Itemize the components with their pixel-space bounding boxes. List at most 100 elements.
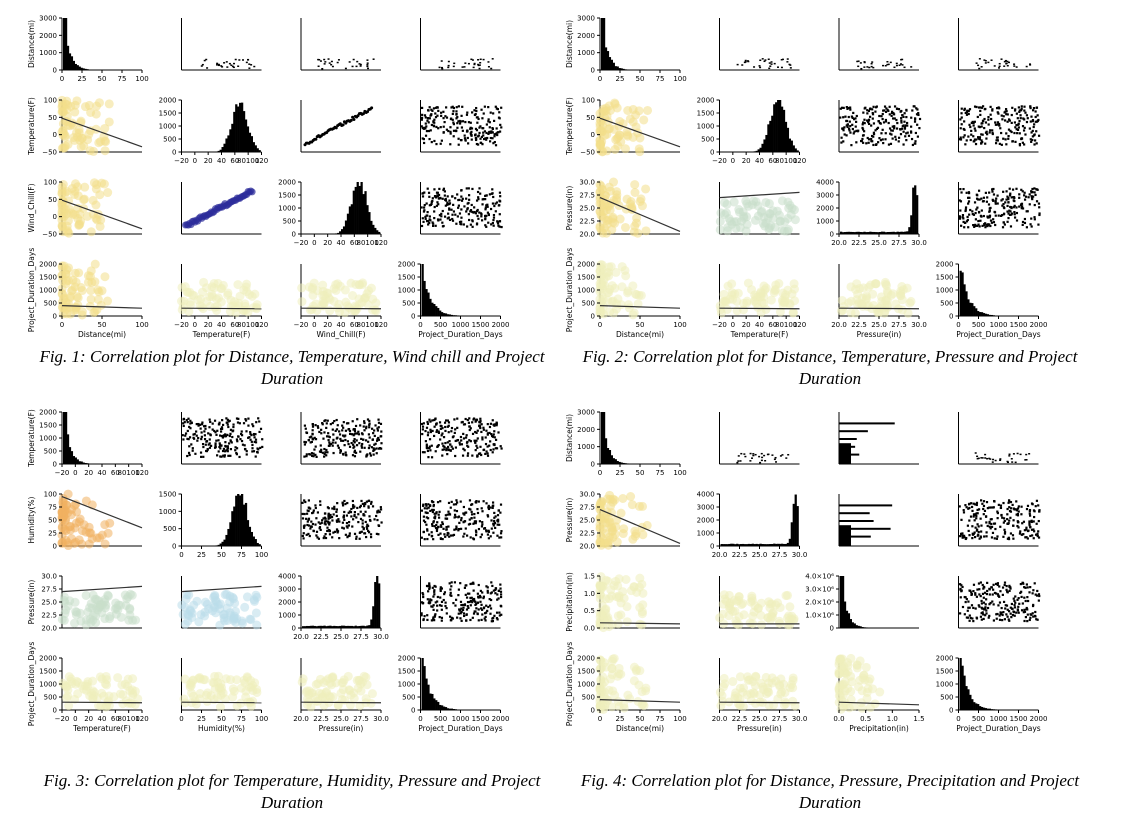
scatter-point [980,457,983,459]
histogram-bar [612,62,615,70]
scatter-point [476,190,480,194]
scatter-point [486,514,489,517]
scatter-point [316,536,319,539]
scatter-point [461,66,464,68]
histogram-bar [378,583,381,628]
scatter-point [310,452,314,455]
scatter-point [457,594,460,597]
scatter-point [376,511,379,514]
histogram-bar [366,205,369,234]
scatter-point [188,453,191,457]
y-tick-label: 100 [582,97,595,105]
scatter-point [306,509,309,512]
scatter-point [476,601,480,604]
scatter-point [205,440,208,443]
scatter-point [351,454,355,457]
scatter-point [57,215,67,225]
scatter-point [374,442,377,445]
histogram-bar [435,700,438,710]
scatter-point [899,63,902,65]
scatter-point [438,510,441,513]
scatter-point [461,454,465,457]
scatter-point [120,590,130,600]
scatter-point [70,100,80,110]
scatter-point [313,436,316,439]
scatter-point [467,523,471,526]
scatter-point [437,513,440,516]
scatter-point [974,142,978,146]
y-tick-label: 0 [949,313,953,321]
scatter-point [467,213,470,216]
scatter-point [229,440,232,443]
scatter-point [1012,453,1015,455]
scatter-point [86,227,96,237]
scatter-point [995,107,999,110]
scatter-point [478,67,481,70]
scatter-point [422,137,425,141]
scatter-point [305,431,309,435]
scatter-point [330,63,333,66]
scatter-point [905,139,908,142]
scatter-point [363,532,367,535]
scatter-point [334,429,337,432]
scatter-point [421,106,424,110]
histogram-bar [975,308,978,316]
scatter-point [495,107,498,110]
scatter-point [616,137,626,147]
trend-line [181,701,262,704]
scatter-point [1008,187,1011,190]
scatter-point [442,117,445,120]
scatter-point [77,526,87,536]
histogram-bar [225,534,228,546]
scatter-point [1013,63,1016,65]
scatter-point [482,137,486,141]
histogram-bar [354,625,357,628]
x-tick-label: 80100 [118,469,140,477]
scatter-point [775,307,785,317]
scatter-point [867,138,871,141]
scatter-point [496,514,500,517]
scatter-point [428,586,431,589]
y-tick-label: 0 [591,67,595,75]
scatter-point [847,106,850,110]
y-tick-label: 25.0 [41,599,57,607]
scatter-point [441,448,444,451]
scatter-point [900,121,903,124]
scatter-point [316,511,320,514]
trend-line [181,307,262,310]
histogram-bar [362,625,365,628]
scatter-point [474,520,478,523]
scatter-point [433,619,436,622]
histogram-bar [435,306,438,316]
scatter-point [100,123,110,133]
scatter-point [487,221,490,224]
scatter-point [1023,143,1026,146]
x-tick-label: 22.5 [313,633,329,641]
scatter-point [776,66,779,68]
histogram-bar [777,100,780,152]
scatter-point [464,138,467,141]
scatter-point [989,458,992,460]
scatter-point [433,216,436,220]
scatter-point [981,105,985,108]
scatter-point [972,223,975,227]
scatter-point [477,196,480,199]
scatter-point [469,133,473,136]
scatter-point [494,447,497,450]
scatter-point [1025,114,1029,117]
histogram-bar [429,693,432,710]
scatter-point [301,501,304,504]
scatter-point [1029,64,1032,66]
scatter-point [1031,109,1035,112]
scatter-point [188,425,191,429]
scatter-point [365,527,369,530]
scatter-point [729,197,739,207]
scatter-point [461,129,464,132]
scatter-point [118,690,128,700]
x-tick-label: 0 [418,321,422,329]
histogram-bar [894,232,897,234]
scatter-point [460,189,463,192]
scatter-point [716,304,726,314]
